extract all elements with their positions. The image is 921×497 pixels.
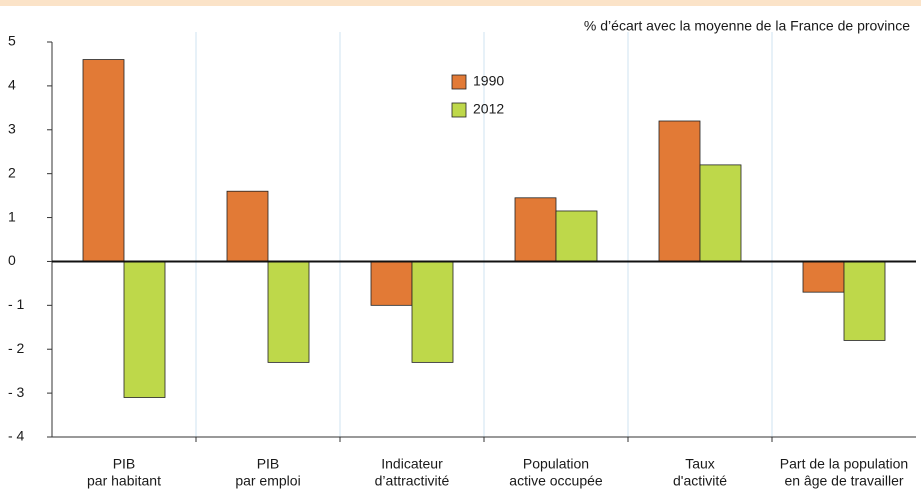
- x-tick-label: PIB: [257, 456, 280, 472]
- y-tick-label: 3: [8, 120, 16, 136]
- y-tick-label: 5: [8, 33, 16, 49]
- legend-swatch: [451, 102, 467, 118]
- y-tick-label: 4: [8, 77, 16, 93]
- y-tick-label: - 2: [8, 340, 25, 356]
- bar: [699, 164, 742, 262]
- x-tick-label: Indicateur: [381, 456, 443, 472]
- y-tick-label: 2: [8, 164, 16, 180]
- x-tick-label: Part de la population: [780, 456, 908, 472]
- bar: [123, 261, 166, 398]
- x-tick-label: par habitant: [87, 473, 161, 489]
- chart-subtitle: % d’écart avec la moyenne de la France d…: [584, 18, 910, 34]
- x-tick-label: PIB: [113, 456, 136, 472]
- bar: [514, 197, 557, 262]
- x-tick-label: active occupée: [509, 473, 603, 489]
- bar: [843, 261, 886, 341]
- x-tick-label: Taux: [685, 456, 715, 472]
- x-tick-label: Population: [523, 456, 589, 472]
- x-tick-label: en âge de travailler: [784, 473, 903, 489]
- bar: [802, 261, 845, 293]
- bar: [370, 261, 413, 306]
- bar: [411, 261, 454, 363]
- bar: [555, 210, 598, 262]
- legend-swatch: [451, 74, 467, 90]
- legend-label: 2012: [473, 101, 504, 117]
- x-tick-label: d’attractivité: [375, 473, 450, 489]
- bar: [82, 59, 125, 262]
- top-band: [0, 0, 921, 6]
- y-tick-label: 0: [8, 252, 16, 268]
- x-tick-label: d'activité: [673, 473, 727, 489]
- bar: [267, 261, 310, 363]
- y-tick-label: - 3: [8, 384, 25, 400]
- legend-label: 1990: [473, 73, 504, 89]
- y-tick-label: - 1: [8, 296, 25, 312]
- x-tick-label: par emploi: [235, 473, 300, 489]
- y-tick-label: - 4: [8, 428, 25, 444]
- bar: [658, 120, 701, 262]
- y-tick-label: 1: [8, 208, 16, 224]
- bar: [226, 190, 269, 262]
